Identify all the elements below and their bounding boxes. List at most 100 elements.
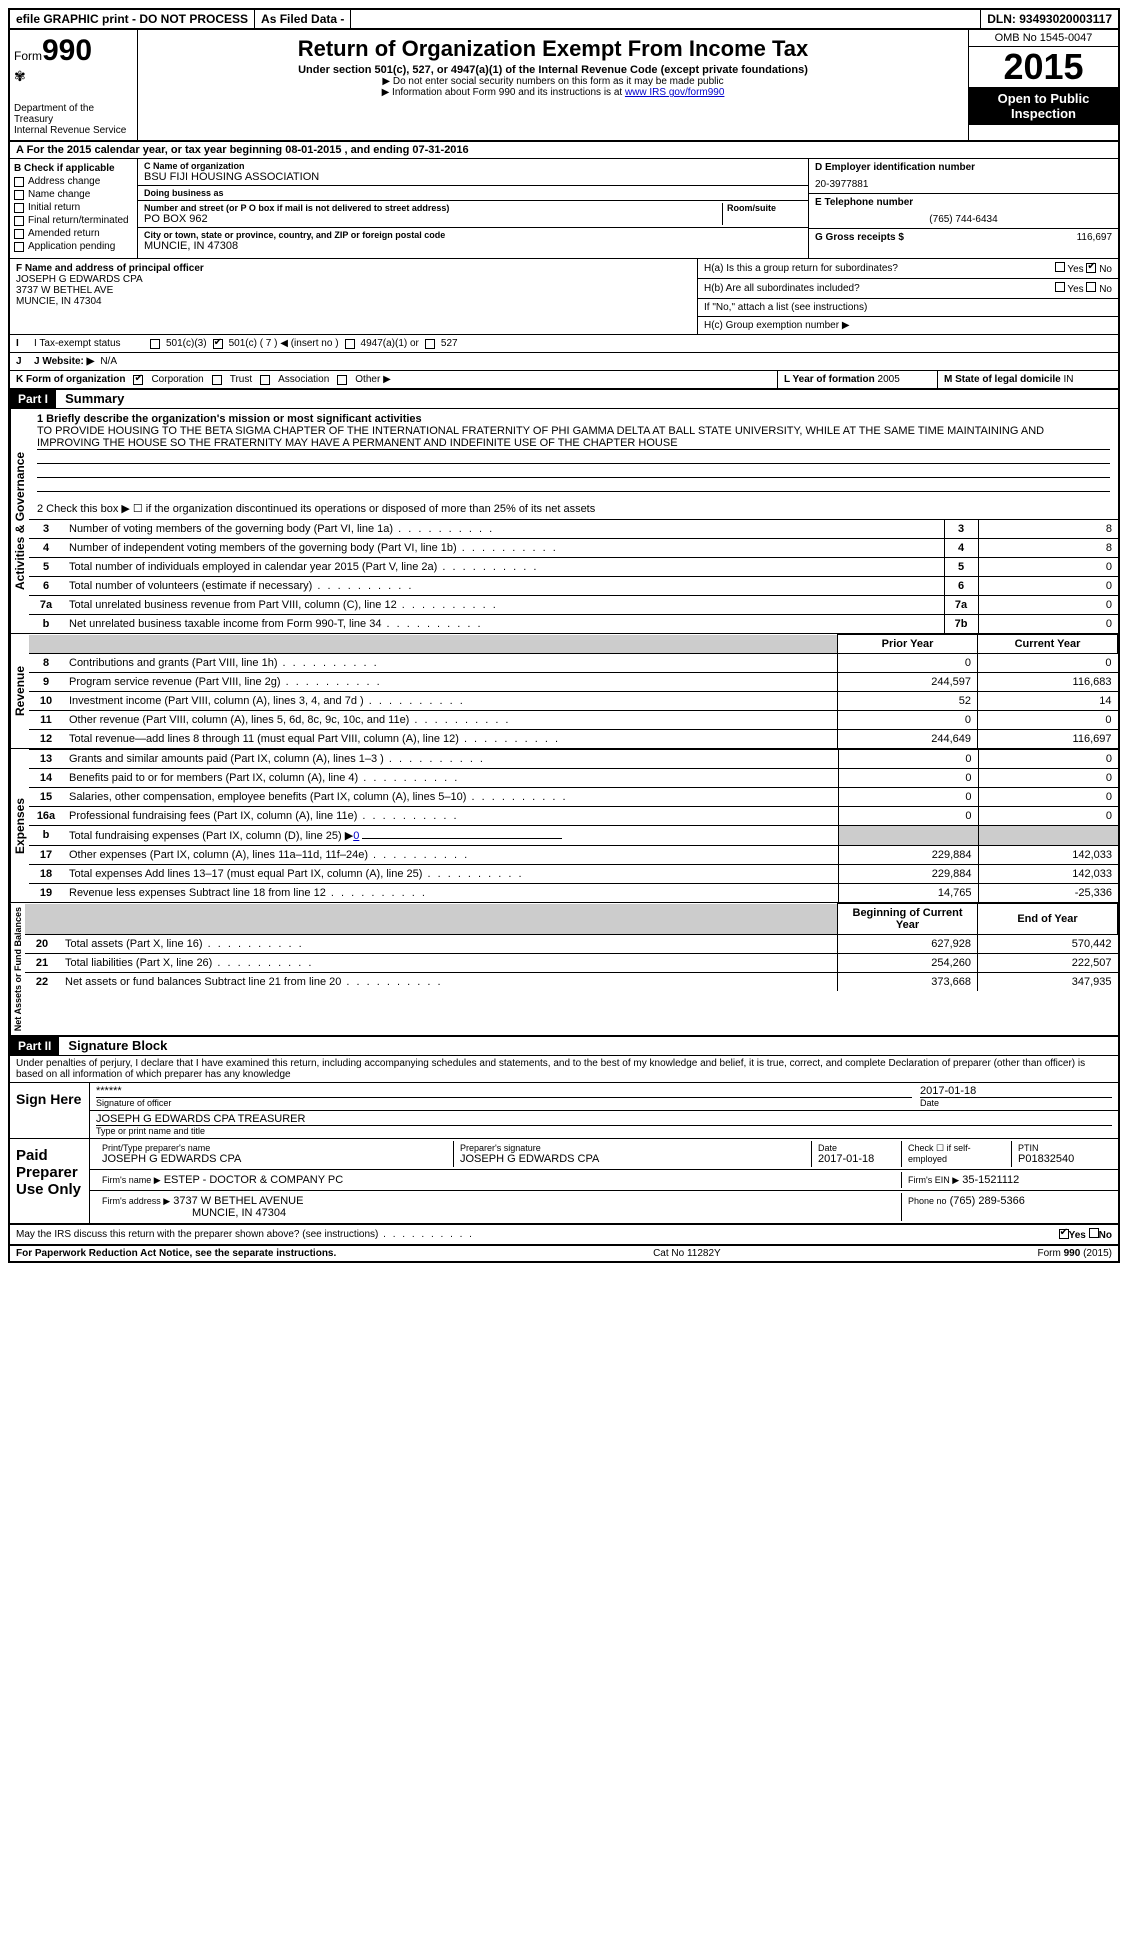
- irs-label: Internal Revenue Service: [14, 125, 133, 136]
- vert-governance: Activities & Governance: [10, 409, 29, 633]
- website-value: N/A: [100, 356, 117, 367]
- firm-name: ESTEP - DOCTOR & COMPANY PC: [164, 1174, 344, 1186]
- chk-discuss-no[interactable]: [1089, 1228, 1099, 1238]
- row-a-tax-year: A For the 2015 calendar year, or tax yea…: [10, 142, 1118, 159]
- hc-label: H(c) Group exemption number ▶: [698, 317, 1118, 334]
- form-number: 990: [42, 34, 92, 67]
- table-row: 7aTotal unrelated business revenue from …: [29, 596, 1118, 615]
- chk-hb-yes[interactable]: [1055, 282, 1065, 292]
- dba-label: Doing business as: [144, 188, 802, 198]
- city-label: City or town, state or province, country…: [144, 230, 802, 240]
- chk-discuss-yes[interactable]: [1059, 1229, 1069, 1239]
- e-label: E Telephone number: [815, 197, 1112, 208]
- table-row: 4Number of independent voting members of…: [29, 539, 1118, 558]
- sig-date: 2017-01-18: [920, 1085, 1112, 1097]
- chk-hb-no[interactable]: [1086, 282, 1096, 292]
- fundraising-link[interactable]: 0: [353, 830, 359, 842]
- table-row: 18Total expenses Add lines 13–17 (must e…: [29, 865, 1118, 884]
- dln-value: 93493020003117: [1019, 12, 1112, 26]
- chk-ha-yes[interactable]: [1055, 262, 1065, 272]
- discuss-row: May the IRS discuss this return with the…: [10, 1225, 1118, 1245]
- hdr-end-year: End of Year: [978, 904, 1118, 935]
- table-row: 12Total revenue—add lines 8 through 11 (…: [29, 730, 1118, 749]
- chk-name-change[interactable]: [14, 190, 24, 200]
- section-governance: Activities & Governance 1 Briefly descri…: [10, 409, 1118, 634]
- f-label: F Name and address of principal officer: [16, 263, 691, 274]
- table-row: 11Other revenue (Part VIII, column (A), …: [29, 711, 1118, 730]
- officer-addr2: MUNCIE, IN 47304: [16, 296, 691, 307]
- addr-label: Number and street (or P O box if mail is…: [144, 203, 722, 213]
- table-row: 15Salaries, other compensation, employee…: [29, 788, 1118, 807]
- catalog-no: Cat No 11282Y: [653, 1248, 721, 1259]
- chk-amended-return[interactable]: [14, 229, 24, 239]
- table-row: 13Grants and similar amounts paid (Part …: [29, 750, 1118, 769]
- table-row: 9Program service revenue (Part VIII, lin…: [29, 673, 1118, 692]
- paid-preparer-label: Paid Preparer Use Only: [10, 1139, 90, 1223]
- d-label: D Employer identification number: [815, 162, 1112, 173]
- table-net-assets: Beginning of Current Year End of Year 20…: [25, 903, 1118, 991]
- header-mid: Return of Organization Exempt From Incom…: [138, 30, 968, 140]
- chk-final-return[interactable]: [14, 216, 24, 226]
- omb-number: OMB No 1545-0047: [969, 30, 1118, 47]
- city-state-zip: MUNCIE, IN 47308: [144, 240, 802, 252]
- firm-address2: MUNCIE, IN 47304: [102, 1207, 895, 1219]
- row-i-tax-status: I I Tax-exempt status 501(c)(3) 501(c) (…: [10, 335, 1118, 353]
- dept-label: Department of the Treasury: [14, 103, 133, 125]
- part-ii-header: Part II Signature Block: [10, 1037, 1118, 1056]
- chk-501c[interactable]: [213, 339, 223, 349]
- firm-address1: 3737 W BETHEL AVENUE: [173, 1195, 303, 1207]
- chk-corp[interactable]: [133, 375, 143, 385]
- phone-value: (765) 744-6434: [815, 214, 1112, 225]
- chk-assoc[interactable]: [260, 375, 270, 385]
- chk-4947[interactable]: [345, 339, 355, 349]
- year-formation: 2005: [878, 374, 900, 385]
- hdr-current-year: Current Year: [978, 635, 1118, 654]
- dln-cell: DLN: 93493020003117: [980, 10, 1118, 28]
- asfiled-label: As Filed Data -: [255, 10, 351, 28]
- c-name-label: C Name of organization: [144, 161, 802, 171]
- officer-name: JOSEPH G EDWARDS CPA: [16, 274, 691, 285]
- ein-value: 20-3977881: [815, 179, 1112, 190]
- sig-officer-label: Signature of officer: [96, 1097, 912, 1108]
- table-row: 3Number of voting members of the governi…: [29, 520, 1118, 539]
- sign-here-label: Sign Here: [10, 1083, 90, 1138]
- table-row: 20Total assets (Part X, line 16)627,9285…: [25, 935, 1118, 954]
- chk-527[interactable]: [425, 339, 435, 349]
- hdr-begin-year: Beginning of Current Year: [838, 904, 978, 935]
- section-expenses: Expenses 13Grants and similar amounts pa…: [10, 749, 1118, 903]
- page-footer: For Paperwork Reduction Act Notice, see …: [10, 1245, 1118, 1261]
- chk-application-pending[interactable]: [14, 242, 24, 252]
- gross-receipts: 116,697: [1077, 232, 1112, 243]
- chk-trust[interactable]: [212, 375, 222, 385]
- tax-year: 2015: [969, 47, 1118, 87]
- preparer-date: 2017-01-18: [818, 1153, 895, 1165]
- street-address: PO BOX 962: [144, 213, 722, 225]
- line-b-fundraising: Total fundraising expenses (Part IX, col…: [63, 826, 838, 846]
- row-klm: K Form of organization Corporation Trust…: [10, 371, 1118, 390]
- chk-501c3[interactable]: [150, 339, 160, 349]
- chk-address-change[interactable]: [14, 177, 24, 187]
- g-label: G Gross receipts $: [815, 232, 904, 243]
- ptin-value: P01832540: [1018, 1153, 1106, 1165]
- row-j-website: J J Website: ▶ N/A: [10, 353, 1118, 371]
- table-row: 21Total liabilities (Part X, line 26)254…: [25, 954, 1118, 973]
- hdr-prior-year: Prior Year: [838, 635, 978, 654]
- sign-here-block: Sign Here ****** Signature of officer 20…: [10, 1083, 1118, 1139]
- state-domicile: IN: [1063, 374, 1073, 385]
- dln-label: DLN:: [987, 12, 1016, 26]
- form-ref: Form 990 (2015): [1038, 1248, 1112, 1259]
- chk-initial-return[interactable]: [14, 203, 24, 213]
- chk-other[interactable]: [337, 375, 347, 385]
- irs-link[interactable]: www IRS gov/form990: [625, 87, 724, 98]
- vert-revenue: Revenue: [10, 634, 29, 748]
- note-ssn: ▶ Do not enter social security numbers o…: [146, 76, 960, 87]
- form-title: Return of Organization Exempt From Incom…: [146, 36, 960, 62]
- header-right: OMB No 1545-0047 2015 Open to Public Ins…: [968, 30, 1118, 140]
- mission-text: TO PROVIDE HOUSING TO THE BETA SIGMA CHA…: [37, 425, 1110, 450]
- table-governance: 3Number of voting members of the governi…: [29, 519, 1118, 633]
- table-row: 14Benefits paid to or for members (Part …: [29, 769, 1118, 788]
- preparer-name: JOSEPH G EDWARDS CPA: [102, 1153, 447, 1165]
- chk-ha-no[interactable]: [1086, 263, 1096, 273]
- room-label: Room/suite: [727, 203, 802, 213]
- pra-notice: For Paperwork Reduction Act Notice, see …: [16, 1248, 336, 1259]
